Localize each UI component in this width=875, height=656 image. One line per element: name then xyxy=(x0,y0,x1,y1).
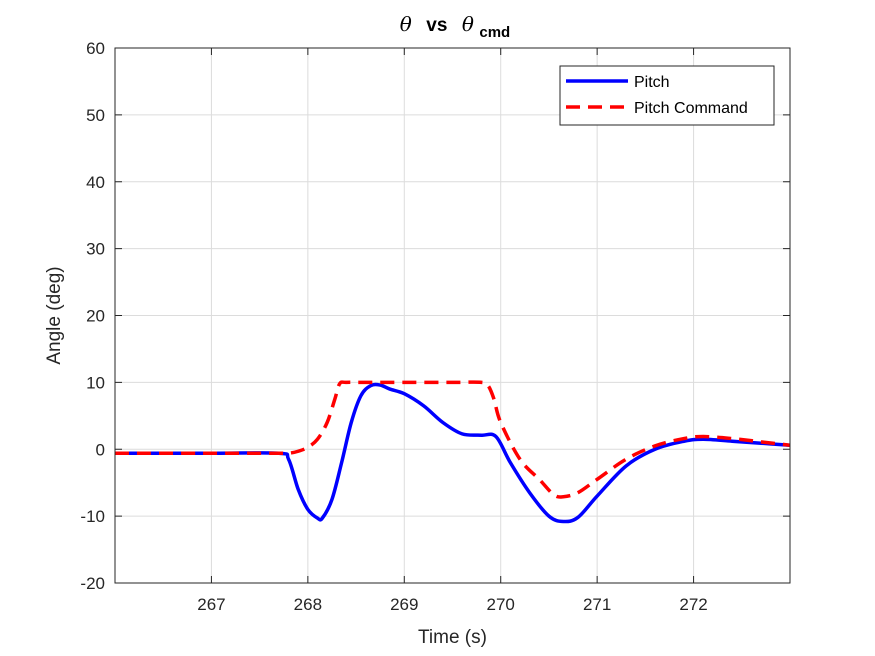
x-axis-label: Time (s) xyxy=(418,627,487,648)
y-tick-label: 0 xyxy=(96,440,105,459)
y-tick-label: 40 xyxy=(86,173,105,192)
legend-label-pitch: Pitch xyxy=(634,74,670,91)
legend-label-pitch-command: Pitch Command xyxy=(634,100,748,117)
legend: Pitch Pitch Command xyxy=(559,65,775,126)
series-line-pitch-command xyxy=(115,380,790,499)
y-tick-label: 20 xyxy=(86,307,105,326)
y-tick-label: 30 xyxy=(86,240,105,259)
series-line-pitch xyxy=(115,382,790,524)
x-tick-label: 268 xyxy=(294,595,322,614)
y-axis-label: Angle (deg) xyxy=(44,266,65,364)
title-theta-cmd: θ xyxy=(462,12,474,36)
chart-title: θ vs θ cmd xyxy=(400,12,510,41)
series-layer xyxy=(115,380,790,524)
x-tick-label: 269 xyxy=(390,595,418,614)
y-tick-label: 10 xyxy=(86,373,105,392)
title-vs: vs xyxy=(426,15,447,36)
y-tick-label: 60 xyxy=(86,39,105,58)
y-tick-label: 50 xyxy=(86,106,105,125)
x-tick-label: 272 xyxy=(679,595,707,614)
legend-box xyxy=(559,65,775,126)
x-tick-label: 267 xyxy=(197,595,225,614)
y-tick-label: -20 xyxy=(80,574,105,593)
y-tick-label: -10 xyxy=(80,507,105,526)
x-tick-label: 270 xyxy=(487,595,515,614)
ticks: 267 268 269 270 271 272 -20 -10 0 10 20 30 40 50 60 xyxy=(80,39,790,614)
title-subscript: cmd xyxy=(479,24,510,41)
title-theta: θ xyxy=(400,12,412,36)
x-tick-label: 271 xyxy=(583,595,611,614)
series-group xyxy=(115,380,790,524)
